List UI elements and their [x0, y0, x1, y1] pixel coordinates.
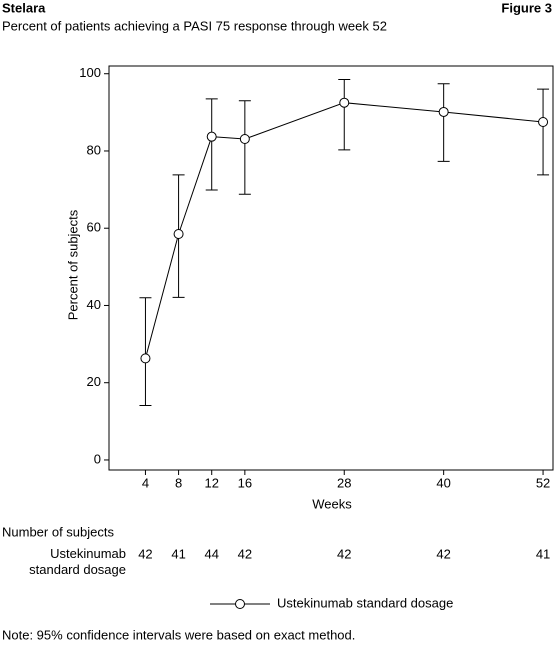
table-cell: 41 — [171, 546, 185, 561]
y-tick-label: 60 — [87, 220, 101, 235]
error-bar — [238, 100, 251, 195]
legend-marker — [235, 599, 245, 609]
header: Stelara — [2, 0, 46, 15]
note: Note: 95% confidence intervals were base… — [2, 627, 355, 642]
point — [339, 97, 350, 108]
error-bar — [338, 79, 351, 151]
chart-title: Percent of patients achieving a PASI 75 … — [2, 18, 387, 33]
x-tick-label: 12 — [204, 475, 218, 490]
figure-label: Figure 3 — [501, 0, 552, 15]
y-tick-label: 80 — [87, 142, 101, 157]
table-cell: 42 — [138, 546, 152, 561]
x-tick-label: 4 — [142, 475, 149, 490]
error-bar — [205, 98, 218, 191]
table-cell: 42 — [337, 546, 351, 561]
table-cell: 42 — [436, 546, 450, 561]
y-tick-label: 40 — [87, 297, 101, 312]
y-axis-title: Percent of subjects — [65, 209, 80, 320]
x-tick-label: 40 — [436, 475, 450, 490]
point — [206, 131, 217, 142]
table-title: Number of subjects — [2, 524, 114, 539]
error-bar — [437, 83, 450, 162]
y-tick-label: 0 — [94, 451, 101, 466]
point — [239, 133, 250, 144]
x-tick-label: 52 — [536, 475, 550, 490]
point — [538, 117, 549, 128]
point — [438, 106, 449, 117]
table-cell: 44 — [204, 546, 218, 561]
x-tick-label: 8 — [175, 475, 182, 490]
error-bar — [537, 88, 550, 176]
x-tick-label: 16 — [238, 475, 252, 490]
error-bar — [139, 297, 152, 406]
table-cell: 41 — [536, 546, 550, 561]
x-tick-label: 28 — [337, 475, 351, 490]
plot-frame — [108, 65, 554, 471]
legend-label: Ustekinumab standard dosage — [277, 595, 453, 610]
point — [140, 353, 151, 364]
y-tick-label: 20 — [87, 374, 101, 389]
table-row-label: Ustekinumab standard dosage — [29, 546, 126, 577]
table-cell: 42 — [238, 546, 252, 561]
y-tick-label: 100 — [79, 65, 101, 80]
x-axis-title: Weeks — [312, 496, 352, 511]
point — [173, 229, 184, 240]
